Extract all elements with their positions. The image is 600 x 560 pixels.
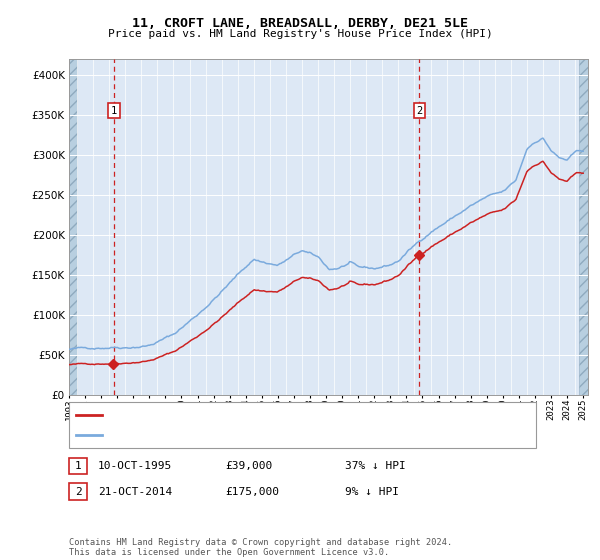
Text: 1: 1 xyxy=(111,106,117,116)
Text: 9% ↓ HPI: 9% ↓ HPI xyxy=(345,487,399,497)
Text: 10-OCT-1995: 10-OCT-1995 xyxy=(98,461,172,471)
Text: 1: 1 xyxy=(74,461,82,471)
Text: 2: 2 xyxy=(74,487,82,497)
Text: 2: 2 xyxy=(416,106,422,116)
Text: 11, CROFT LANE, BREADSALL, DERBY, DE21 5LE: 11, CROFT LANE, BREADSALL, DERBY, DE21 5… xyxy=(132,17,468,30)
Text: £39,000: £39,000 xyxy=(225,461,272,471)
Text: 11, CROFT LANE, BREADSALL, DERBY, DE21 5LE (detached house): 11, CROFT LANE, BREADSALL, DERBY, DE21 5… xyxy=(107,410,446,419)
Text: 21-OCT-2014: 21-OCT-2014 xyxy=(98,487,172,497)
Text: £175,000: £175,000 xyxy=(225,487,279,497)
Text: Contains HM Land Registry data © Crown copyright and database right 2024.
This d: Contains HM Land Registry data © Crown c… xyxy=(69,538,452,557)
Text: 37% ↓ HPI: 37% ↓ HPI xyxy=(345,461,406,471)
Text: HPI: Average price, detached house, Erewash: HPI: Average price, detached house, Erew… xyxy=(107,431,354,440)
Text: Price paid vs. HM Land Registry's House Price Index (HPI): Price paid vs. HM Land Registry's House … xyxy=(107,29,493,39)
